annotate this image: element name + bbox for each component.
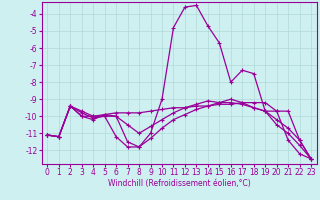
X-axis label: Windchill (Refroidissement éolien,°C): Windchill (Refroidissement éolien,°C) (108, 179, 251, 188)
